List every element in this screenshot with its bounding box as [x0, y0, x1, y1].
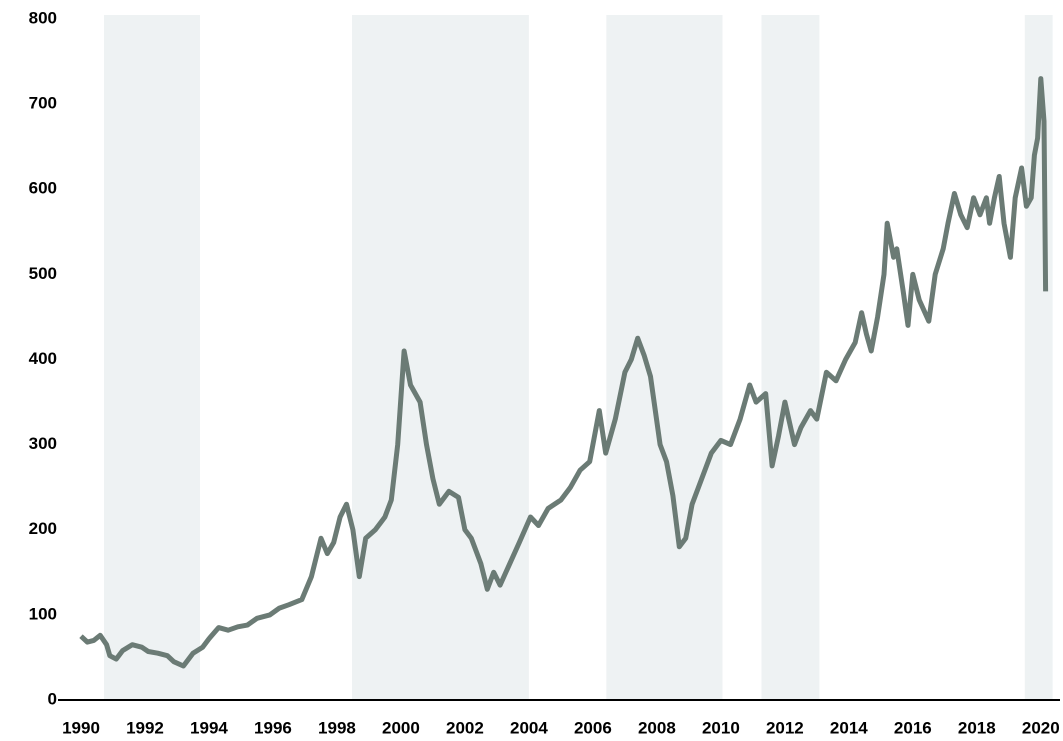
- x-tick-label: 1990: [62, 718, 100, 737]
- x-tick-label: 2016: [894, 718, 932, 737]
- shaded-region: [104, 15, 201, 700]
- y-tick-label: 100: [29, 604, 57, 623]
- data-line: [79, 76, 1049, 669]
- x-tick-label: 2014: [830, 718, 868, 737]
- x-tick-label: 2004: [510, 718, 548, 737]
- x-tick-label: 2002: [446, 718, 484, 737]
- x-tick-label: 2012: [766, 718, 804, 737]
- shaded-region: [606, 15, 723, 700]
- y-tick-label: 400: [29, 349, 57, 368]
- y-tick-label: 500: [29, 264, 57, 283]
- x-tick-label: 1998: [318, 718, 356, 737]
- x-tick-label: 1992: [126, 718, 164, 737]
- y-tick-label: 600: [29, 179, 57, 198]
- x-tick-label: 1996: [254, 718, 292, 737]
- x-tick-label: 2006: [574, 718, 612, 737]
- x-tick-label: 2020: [1022, 718, 1060, 737]
- x-tick-label: 1994: [190, 718, 228, 737]
- y-tick-label: 0: [48, 689, 57, 708]
- y-tick-label: 300: [29, 434, 57, 453]
- shaded-region: [351, 15, 529, 700]
- y-tick-label: 800: [29, 8, 57, 27]
- x-tick-label: 2008: [638, 718, 676, 737]
- y-tick-label: 200: [29, 519, 57, 538]
- y-tick-label: 700: [29, 94, 57, 113]
- x-tick-label: 2000: [382, 718, 420, 737]
- shaded-region: [761, 15, 820, 700]
- x-tick-label: 2010: [702, 718, 740, 737]
- x-tick-label: 2018: [958, 718, 996, 737]
